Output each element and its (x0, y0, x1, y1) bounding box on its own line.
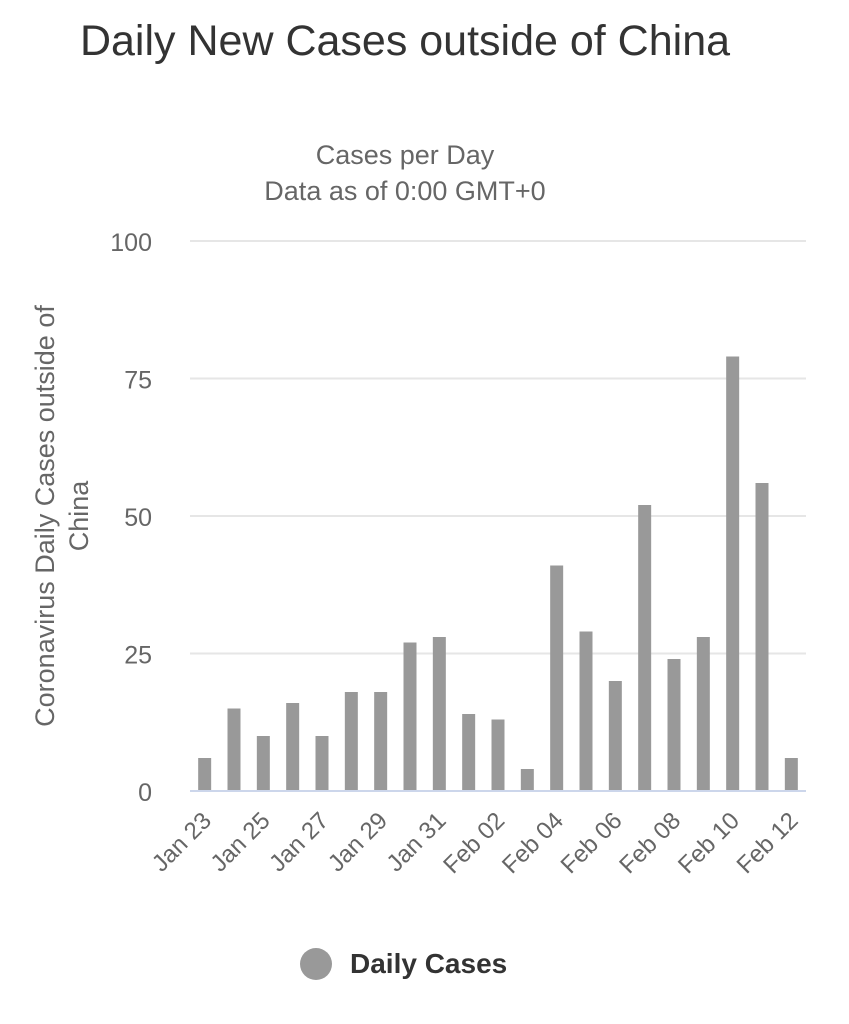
bar[interactable] (491, 719, 505, 792)
legend[interactable]: Daily Cases (300, 944, 507, 984)
y-axis-title: Coronavirus Daily Cases outside of China (30, 305, 94, 727)
x-tick-label: Feb 08 (614, 807, 686, 879)
y-tick-label: 25 (124, 642, 152, 670)
x-tick-label: Feb 12 (732, 807, 804, 879)
grid-lines (190, 240, 806, 655)
bar[interactable] (520, 769, 534, 791)
x-tick-label: Jan 29 (323, 807, 393, 877)
x-tick-label: Feb 06 (556, 807, 628, 879)
bar[interactable] (696, 637, 710, 791)
bar[interactable] (374, 692, 388, 791)
chart-title: Daily New Cases outside of China (79, 17, 731, 65)
bar[interactable] (256, 736, 270, 791)
x-tick-label: Feb 10 (673, 807, 745, 879)
bar[interactable] (638, 505, 652, 791)
bar[interactable] (315, 736, 329, 791)
bar[interactable] (550, 565, 564, 792)
chart-subtitle-line: Data as of 0:00 GMT+0 (264, 176, 546, 206)
bar[interactable] (608, 681, 622, 791)
x-tick-label: Feb 04 (497, 807, 569, 879)
y-axis-ticks: 0 25 50 75 100 (110, 229, 152, 807)
y-tick-label: 100 (110, 229, 152, 257)
bar[interactable] (755, 483, 769, 791)
chart-subtitle-line: Cases per Day (315, 140, 495, 170)
chart-subtitle: Cases per Day Data as of 0:00 GMT+0 (100, 137, 710, 209)
x-tick-label: Jan 31 (382, 807, 452, 877)
legend-swatch-daily-cases (300, 948, 332, 980)
bar[interactable] (784, 758, 798, 791)
bar[interactable] (579, 631, 593, 792)
bars (198, 356, 798, 792)
x-tick-label: Feb 02 (438, 807, 510, 879)
x-tick-label: Jan 23 (147, 807, 217, 877)
bar[interactable] (344, 692, 358, 791)
bar[interactable] (286, 703, 300, 791)
bar[interactable] (227, 708, 241, 792)
y-tick-label: 0 (138, 779, 152, 807)
y-tick-label: 50 (124, 504, 152, 532)
bar[interactable] (198, 758, 212, 791)
bar[interactable] (432, 637, 446, 791)
bar[interactable] (667, 659, 681, 791)
bar[interactable] (403, 642, 417, 792)
y-axis-label: Coronavirus Daily Cases outside of China (30, 305, 94, 727)
x-tick-label: Jan 27 (264, 807, 334, 877)
x-tick-label: Jan 25 (206, 807, 276, 877)
y-tick-label: 75 (124, 367, 152, 395)
bar[interactable] (726, 356, 740, 792)
bar[interactable] (462, 714, 476, 791)
legend-label-daily-cases: Daily Cases (350, 948, 508, 979)
